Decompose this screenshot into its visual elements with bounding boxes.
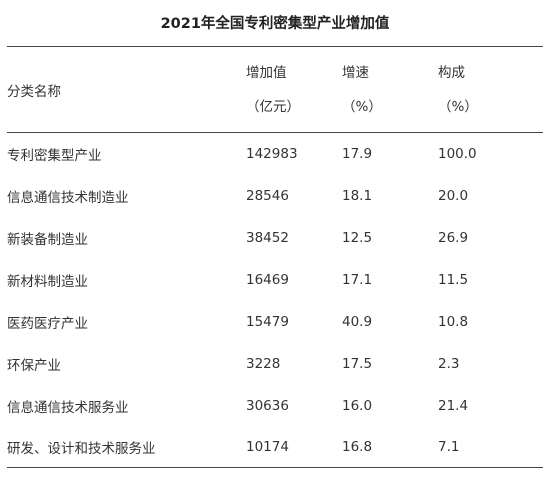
row-value: 10174 [246,427,342,468]
row-share: 2.3 [438,356,460,372]
header-growth-label: 增速 [342,64,369,81]
table-row: 专利密集型产业 142983 17.9 100.0 [7,133,543,176]
row-growth: 12.5 [342,230,373,246]
header-value-label: 增加值 [246,64,287,81]
row-growth: 17.1 [342,272,373,288]
row-growth: 40.9 [342,314,373,330]
table-row: 信息通信技术服务业 30636 16.0 21.4 [7,385,543,427]
header-share-unit: （%） [438,98,478,115]
header-growth: 增速 （%） [342,46,438,133]
header-category: 分类名称 [7,46,246,133]
row-value: 3228 [246,356,281,372]
row-share: 21.4 [438,398,469,414]
row-share: 11.5 [438,272,469,288]
table-row: 研发、设计和技术服务业 10174 16.8 7.1 [7,427,543,468]
row-share: 10.8 [438,314,469,330]
row-share: 20.0 [438,188,469,204]
header-value: 增加值 （亿元） [246,46,342,133]
row-value: 28546 [246,188,289,204]
row-name: 专利密集型产业 [7,148,102,164]
row-value: 15479 [246,314,289,330]
row-value: 142983 [246,146,298,162]
header-share-label: 构成 [438,64,465,81]
row-growth: 16.8 [342,427,438,468]
table-row: 新材料制造业 16469 17.1 11.5 [7,259,543,301]
header-growth-unit: （%） [342,98,382,115]
row-growth: 17.9 [342,146,373,162]
row-value: 30636 [246,398,289,414]
row-name: 新材料制造业 [7,274,88,290]
stats-table: 分类名称 增加值 （亿元） 增速 （%） 构成 [7,46,543,468]
row-growth: 18.1 [342,188,373,204]
row-name: 医药医疗产业 [7,316,88,332]
row-name: 信息通信技术制造业 [7,190,129,206]
header-share: 构成 （%） [438,46,543,133]
row-name: 研发、设计和技术服务业 [7,427,246,468]
table-row: 新装备制造业 38452 12.5 26.9 [7,217,543,259]
table-title: 2021年全国专利密集型产业增加值 [160,16,390,32]
row-name: 新装备制造业 [7,232,88,248]
row-value: 38452 [246,230,289,246]
row-share: 7.1 [438,427,543,468]
table-row: 医药医疗产业 15479 40.9 10.8 [7,301,543,343]
row-name: 环保产业 [7,358,61,374]
row-growth: 17.5 [342,356,373,372]
row-growth: 16.0 [342,398,373,414]
table-row: 信息通信技术制造业 28546 18.1 20.0 [7,175,543,217]
table-row: 环保产业 3228 17.5 2.3 [7,343,543,385]
row-name: 信息通信技术服务业 [7,400,129,416]
header-value-unit: （亿元） [246,98,300,115]
row-share: 100.0 [438,146,477,162]
header-row: 分类名称 增加值 （亿元） 增速 （%） 构成 [7,46,543,133]
row-share: 26.9 [438,230,469,246]
row-value: 16469 [246,272,289,288]
